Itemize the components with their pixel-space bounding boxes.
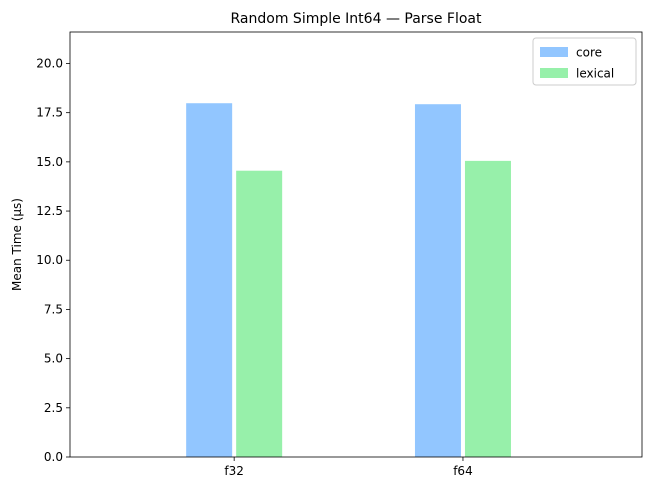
y-tick-label: 2.5 [44,401,63,415]
y-tick-label: 5.0 [44,352,63,366]
y-tick-label: 17.5 [36,106,63,120]
legend-label-core: core [576,46,602,60]
y-tick-label: 15.0 [36,155,63,169]
y-tick-label: 7.5 [44,302,63,316]
bar-lexical-f32 [236,170,283,457]
legend: core lexical [532,37,637,86]
bar-core-f64 [414,104,461,458]
plot-area: f32 f64 0.0 2.5 5.0 7.5 10.0 12.5 15.0 17.5 20.0 [36,31,643,478]
x-tick-label-f32: f32 [224,464,244,478]
bar-lexical-f64 [464,160,511,457]
y-tick-label: 12.5 [36,204,63,218]
bar-core-f32 [186,103,233,457]
legend-swatch-core [540,47,568,57]
legend-label-lexical: lexical [576,67,614,81]
x-tick-label-f64: f64 [453,464,473,478]
y-tick-label: 20.0 [36,56,63,70]
chart-title: Random Simple Int64 — Parse Float [231,11,482,27]
legend-swatch-lexical [540,68,568,78]
y-tick-label: 10.0 [36,253,63,267]
y-tick-label: 0.0 [44,450,63,464]
y-axis-label: Mean Time (µs) [10,198,24,291]
axes-frame [69,31,643,458]
